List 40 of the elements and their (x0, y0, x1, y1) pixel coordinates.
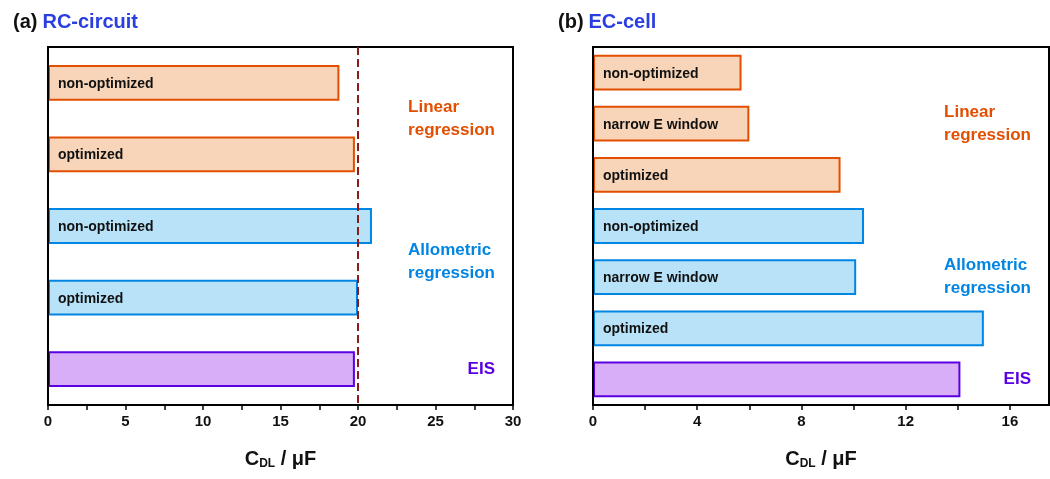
bar (593, 310, 984, 347)
x-tick-label: 4 (693, 412, 703, 429)
y-tick-label: narrow E window (603, 115, 719, 132)
bar (48, 279, 358, 316)
y-tick-label: non-optimized (58, 218, 154, 234)
bar (593, 361, 961, 398)
annotation: EIS (467, 359, 496, 379)
x-tick-label: 30 (504, 412, 522, 429)
annotation: Linear regression (408, 96, 496, 139)
x-tick-label: 16 (1001, 412, 1019, 429)
x-tick-label: 25 (427, 412, 444, 429)
y-tick-label: optimized (603, 320, 669, 337)
x-tick-label: 10 (194, 412, 212, 429)
bar (593, 156, 841, 193)
x-tick-label: 0 (588, 412, 598, 429)
annotation: Linear regression (944, 101, 1032, 144)
y-tick-label: optimized (603, 166, 669, 183)
bar (48, 208, 372, 244)
y-tick-label: optimized (58, 146, 124, 163)
y-tick-label: non-optimized (603, 64, 699, 81)
bar (48, 136, 355, 173)
annotation: EIS (1003, 369, 1032, 389)
y-tick-label: narrow E window (603, 269, 719, 286)
x-tick-label: 8 (797, 412, 806, 429)
bar (48, 351, 355, 388)
annotation: Allometric regression (408, 239, 496, 282)
chart-title: (a) RC-circuit (13, 10, 139, 32)
y-tick-label: non-optimized (58, 74, 154, 91)
y-tick-label: non-optimized (603, 218, 699, 234)
x-tick-label: 0 (43, 412, 53, 429)
bar (593, 259, 857, 296)
y-tick-label: optimized (58, 289, 124, 306)
annotation: Allometric regression (944, 255, 1032, 298)
bar (593, 208, 864, 244)
x-tick-label: 15 (272, 412, 289, 429)
x-tick-label: 12 (897, 412, 915, 429)
x-tick-label: 5 (121, 412, 130, 429)
chart-title: (b) EC-cell (558, 10, 657, 32)
x-tick-label: 20 (349, 412, 367, 429)
bar (48, 64, 340, 101)
